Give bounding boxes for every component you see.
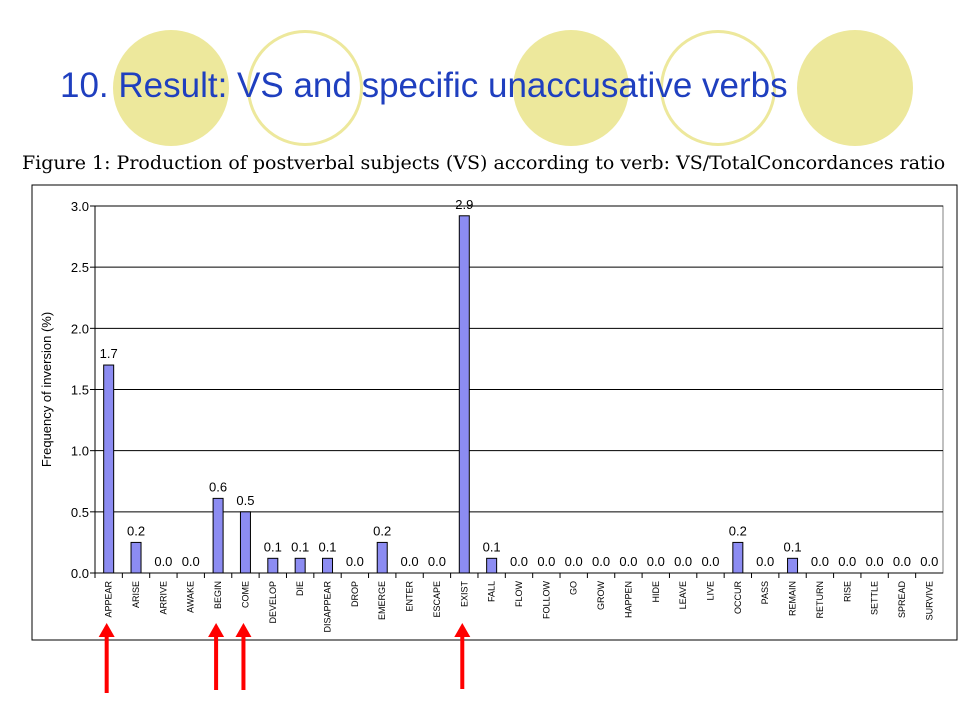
category-label: REMAIN: [788, 581, 798, 616]
category-label: FALL: [487, 581, 497, 602]
category-label: ENTER: [405, 581, 415, 612]
category-label: ARISE: [131, 581, 141, 608]
data-label: 0.1: [264, 539, 282, 554]
data-label: 0.0: [154, 554, 172, 569]
category-label: APPEAR: [104, 581, 114, 618]
bar-come: [239, 511, 251, 574]
category-label: LIVE: [705, 581, 715, 601]
category-label: RISE: [842, 581, 852, 602]
category-label: DROP: [350, 581, 360, 607]
bar-appear: [103, 364, 115, 574]
bar-develop: [267, 557, 279, 574]
category-label: ESCAPE: [432, 581, 442, 618]
bar-die: [294, 557, 306, 574]
y-tick-label: 0.5: [71, 505, 89, 520]
data-label: 0.6: [209, 479, 227, 494]
bar-remain: [787, 557, 799, 574]
category-label: SPREAD: [897, 581, 907, 619]
data-label: 0.5: [236, 493, 254, 508]
data-label: 0.1: [291, 539, 309, 554]
y-tick-label: 2.0: [71, 321, 89, 336]
y-tick-label: 0.0: [71, 566, 89, 581]
data-label: 0.0: [674, 554, 692, 569]
category-label: PASS: [760, 581, 770, 604]
data-label: 0.0: [866, 554, 884, 569]
y-tick-label: 1.0: [71, 444, 89, 459]
category-label: COME: [240, 581, 250, 608]
decor-circle-5: [797, 30, 913, 146]
data-label: 0.2: [729, 523, 747, 538]
data-label: 0.0: [838, 554, 856, 569]
category-label: HAPPEN: [623, 581, 633, 618]
data-label: 0.0: [619, 554, 637, 569]
data-label: 0.0: [182, 554, 200, 569]
category-label: EXIST: [459, 581, 469, 608]
data-label: 0.0: [537, 554, 555, 569]
category-label: SURVIVE: [924, 581, 934, 620]
y-tick-label: 1.5: [71, 383, 89, 398]
data-label: 0.0: [920, 554, 938, 569]
bar-disappear: [322, 557, 334, 574]
data-label: 0.0: [701, 554, 719, 569]
y-tick-label: 3.0: [71, 199, 89, 214]
category-label: GO: [569, 581, 579, 595]
category-label: FOLLOW: [541, 581, 551, 620]
data-label: 0.2: [127, 523, 145, 538]
decor-ring-4: [660, 30, 776, 146]
data-label: 0.0: [811, 554, 829, 569]
arrow-head-appear: [98, 623, 115, 637]
chart-title: Figure 1: Production of postverbal subje…: [22, 152, 946, 174]
data-label: 0.2: [373, 523, 391, 538]
slide-title: 10. Result: VS and specific unaccusative…: [60, 66, 788, 105]
data-label: 0.0: [346, 554, 364, 569]
data-label: 0.0: [565, 554, 583, 569]
decor-ring-2: [247, 30, 363, 146]
category-label: BEGIN: [213, 581, 223, 609]
data-label: 0.0: [756, 554, 774, 569]
data-label: 0.0: [510, 554, 528, 569]
category-label: DIE: [295, 581, 305, 596]
category-label: FLOW: [514, 580, 524, 607]
arrow-head-exist: [454, 623, 471, 637]
data-label: 0.0: [592, 554, 610, 569]
bar-fall: [486, 557, 498, 574]
category-label: AWAKE: [186, 581, 196, 613]
data-label: 2.9: [455, 197, 473, 212]
bar-emerge: [376, 541, 388, 574]
arrow-head-begin: [208, 623, 225, 637]
category-label: DEVELOP: [268, 581, 278, 624]
category-label: DISAPPEAR: [323, 581, 333, 633]
data-label: 0.0: [893, 554, 911, 569]
data-label: 0.1: [318, 539, 336, 554]
category-label: OCCUR: [733, 581, 743, 614]
category-label: RETURN: [815, 581, 825, 619]
data-label: 1.7: [100, 346, 118, 361]
category-label: LEAVE: [678, 581, 688, 609]
data-label: 0.0: [428, 554, 446, 569]
category-label: ARRIVE: [158, 581, 168, 615]
bar-occur: [732, 541, 744, 574]
data-label: 0.0: [401, 554, 419, 569]
category-label: SETTLE: [870, 581, 880, 615]
category-label: EMERGE: [377, 581, 387, 620]
bar-exist: [458, 215, 470, 574]
category-label: HIDE: [651, 581, 661, 603]
y-axis-label: Frequency of inversion (%): [39, 312, 54, 467]
y-tick-label: 2.5: [71, 260, 89, 275]
bar-arise: [130, 541, 142, 574]
data-label: 0.1: [483, 539, 501, 554]
data-label: 0.1: [784, 539, 802, 554]
decor-circle-3: [513, 30, 629, 146]
arrow-head-come: [235, 623, 252, 637]
data-label: 0.0: [647, 554, 665, 569]
category-label: GROW: [596, 580, 606, 610]
decor-circle-1: [113, 30, 229, 146]
bar-begin: [212, 497, 224, 574]
